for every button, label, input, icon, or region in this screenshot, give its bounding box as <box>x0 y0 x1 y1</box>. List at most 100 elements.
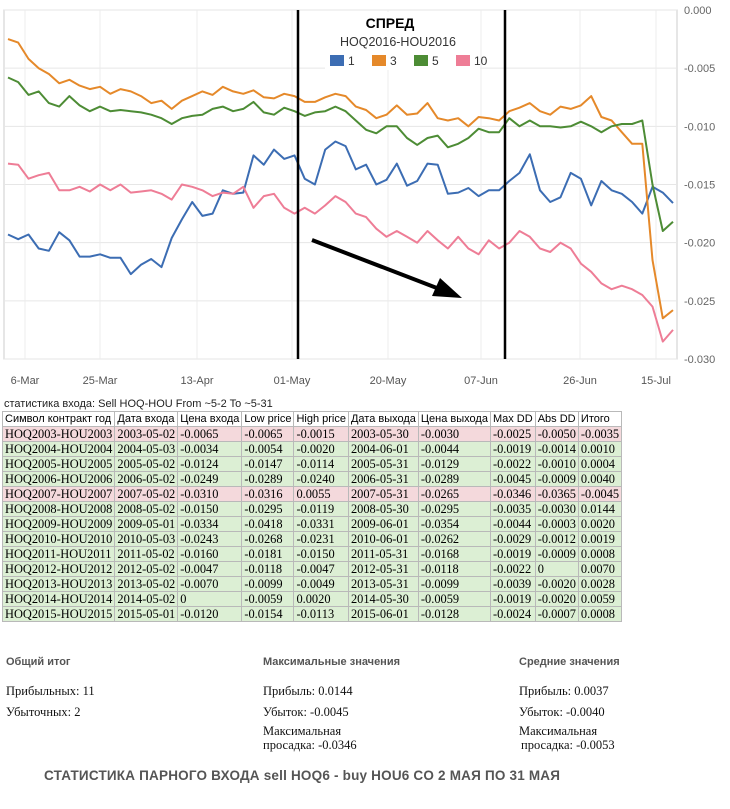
table-cell: -0.0025 <box>489 426 536 442</box>
table-cell: -0.0014 <box>534 441 579 457</box>
table-cell: -0.0310 <box>177 486 243 502</box>
table-cell: -0.0035 <box>489 501 536 517</box>
column-header: Цена выхода <box>417 411 491 427</box>
table-cell: 2006-05-02 <box>114 471 179 487</box>
table-cell: -0.0059 <box>417 591 491 607</box>
table-cell: 2014-05-02 <box>114 591 179 607</box>
chart-title: СПРЕД <box>366 15 415 31</box>
legend-swatch-3 <box>372 55 386 66</box>
column-header: High price <box>293 411 349 427</box>
column-header: Abs DD <box>534 411 579 427</box>
table-cell: -0.0120 <box>177 606 243 622</box>
table-cell: -0.0118 <box>241 561 295 577</box>
table-cell: -0.0035 <box>577 426 623 442</box>
table-cell: -0.0030 <box>534 501 579 517</box>
table-cell: -0.0150 <box>293 546 349 562</box>
table-cell: -0.0065 <box>177 426 243 442</box>
y-tick-label: -0.005 <box>684 63 715 75</box>
legend-label-1: 1 <box>348 54 355 68</box>
table-cell: -0.0020 <box>534 591 579 607</box>
table-cell: 2013-05-02 <box>114 576 179 592</box>
table-row: HOQ2005-HOU2005 2005-05-02 -0.0124 -0.0147-… <box>1 456 623 472</box>
table-cell: -0.0029 <box>489 531 536 547</box>
table-cell: -0.0128 <box>417 606 491 622</box>
table-cell: -0.0039 <box>489 576 536 592</box>
table-cell: -0.0243 <box>177 531 243 547</box>
table-cell: -0.0022 <box>489 456 536 472</box>
table-cell: -0.0019 <box>489 441 536 457</box>
table-cell: -0.0268 <box>241 531 295 547</box>
table-cell: -0.0045 <box>489 471 536 487</box>
x-tick-label: 01-May <box>274 375 311 387</box>
table-cell: 2011-05-31 <box>347 546 419 562</box>
table-cell: -0.0289 <box>241 471 295 487</box>
table-cell: 0.0020 <box>293 591 349 607</box>
spread-chart: 0.000 -0.005 -0.010 -0.015 -0.020 -0.025 -0.03… <box>0 0 730 395</box>
x-tick-label: 20-May <box>370 375 407 387</box>
table-cell: -0.0020 <box>293 441 349 457</box>
table-cell: -0.0334 <box>177 516 243 532</box>
table-cell: -0.0240 <box>293 471 349 487</box>
table-cell: -0.0365 <box>534 486 579 502</box>
table-cell: HOQ2013-HOU2013 <box>1 576 116 592</box>
table-cell: -0.0295 <box>241 501 295 517</box>
table-cell: 2010-05-03 <box>114 531 179 547</box>
column-header: Дата входа <box>114 411 179 427</box>
table-cell: 0.0055 <box>293 486 349 502</box>
table-cell: HOQ2007-HOU2007 <box>1 486 116 502</box>
table-cell: -0.0050 <box>534 426 579 442</box>
stats-table: Символ контракт год Дата входа Цена входа L… <box>1 411 623 622</box>
table-cell: -0.0262 <box>417 531 491 547</box>
table-cell: -0.0181 <box>241 546 295 562</box>
summary-max-dd-value: просадка: -0.0346 <box>263 738 357 752</box>
table-cell: -0.0346 <box>489 486 536 502</box>
series-line-3 <box>7 38 674 320</box>
footer-caption: СТАТИСТИКА ПАРНОГО ВХОДА sell HOQ6 - buy… <box>44 768 561 783</box>
table-cell: -0.0019 <box>489 546 536 562</box>
table-cell: 2003-05-30 <box>347 426 419 442</box>
legend-swatch-5 <box>414 55 428 66</box>
series-line-1 <box>7 140 674 276</box>
table-cell: 0.0004 <box>577 456 623 472</box>
table-cell: HOQ2006-HOU2006 <box>1 471 116 487</box>
column-header: Итого <box>577 411 623 427</box>
table-cell: 0.0040 <box>577 471 623 487</box>
table-cell: -0.0020 <box>534 576 579 592</box>
table-row: HOQ2006-HOU2006 2006-05-02 -0.0249 -0.0289-… <box>1 471 623 487</box>
table-cell: 2015-05-01 <box>114 606 179 622</box>
summary-avg-dd-value: просадка: -0.0053 <box>521 738 615 752</box>
table-cell: 2008-05-02 <box>114 501 179 517</box>
y-tick-label: -0.015 <box>684 180 715 192</box>
table-cell: HOQ2004-HOU2004 <box>1 441 116 457</box>
table-cell: 2004-05-03 <box>114 441 179 457</box>
x-tick-label: 25-Mar <box>83 375 118 387</box>
legend-label-10: 10 <box>474 54 488 68</box>
table-cell: 2008-05-30 <box>347 501 419 517</box>
x-tick-label: 15-Jul <box>641 375 671 387</box>
table-cell: -0.0019 <box>489 591 536 607</box>
table-cell: -0.0114 <box>293 456 349 472</box>
table-cell: -0.0099 <box>417 576 491 592</box>
table-cell: -0.0231 <box>293 531 349 547</box>
table-cell: -0.0003 <box>534 516 579 532</box>
table-cell: 0.0020 <box>577 516 623 532</box>
table-row: HOQ2015-HOU2015 2015-05-01 -0.0120 -0.0154-… <box>1 606 623 622</box>
series-line-10 <box>7 162 674 343</box>
table-cell: 2012-05-31 <box>347 561 419 577</box>
table-cell: -0.0054 <box>241 441 295 457</box>
table-cell: 0.0059 <box>577 591 623 607</box>
summary-total-heading: Общий итог <box>6 656 71 668</box>
y-tick-label: -0.025 <box>684 296 715 308</box>
series-line-5 <box>7 76 674 232</box>
table-cell: -0.0045 <box>577 486 623 502</box>
table-cell: 0.0144 <box>577 501 623 517</box>
table-row: HOQ2007-HOU2007 2007-05-02 -0.0310 -0.0316 0… <box>1 486 623 502</box>
table-cell: -0.0034 <box>177 441 243 457</box>
table-cell: -0.0113 <box>293 606 349 622</box>
column-header: Max DD <box>489 411 536 427</box>
table-cell: -0.0168 <box>417 546 491 562</box>
table-cell: -0.0044 <box>489 516 536 532</box>
table-cell: -0.0009 <box>534 471 579 487</box>
summary-avg-heading: Средние значения <box>519 656 620 668</box>
table-cell: -0.0047 <box>293 561 349 577</box>
